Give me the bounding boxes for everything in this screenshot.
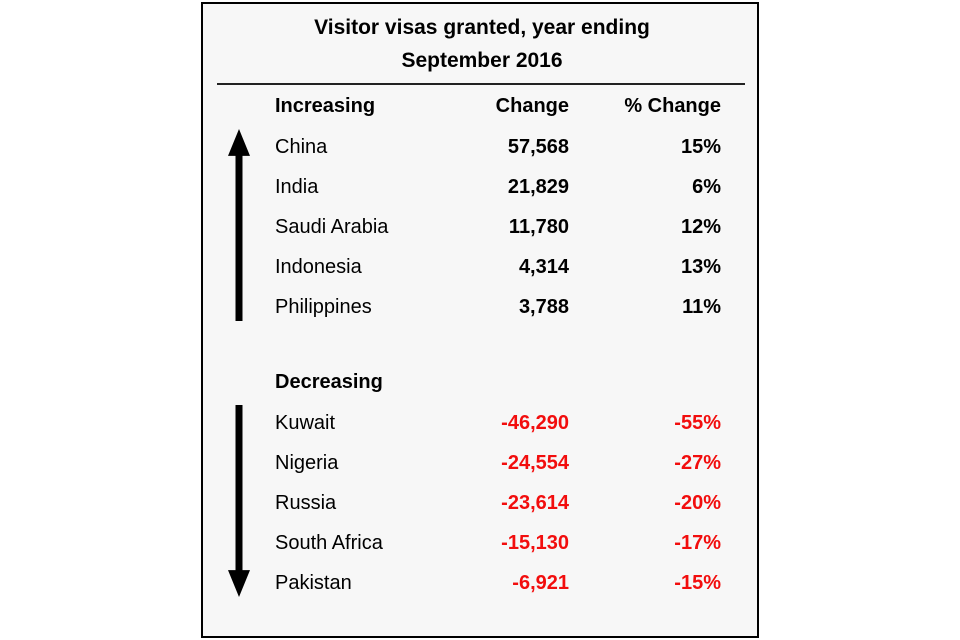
table-row: Nigeria -24,554 -27%	[275, 443, 721, 483]
country-label: Russia	[275, 491, 337, 514]
table-row: South Africa -15,130 -17%	[275, 523, 721, 563]
panel-title-line-1: Visitor visas granted, year ending	[314, 16, 650, 39]
title-divider	[217, 83, 745, 86]
increasing-arrow-column	[213, 127, 275, 327]
country-label: South Africa	[275, 531, 383, 554]
pct-change-value: 15%	[680, 135, 721, 158]
panel-title: Visitor visas granted, year ending Septe…	[221, 12, 743, 77]
table-row: Kuwait -46,290 -55%	[275, 403, 721, 443]
change-value: 57,568	[507, 135, 569, 158]
change-value: 11,780	[508, 215, 569, 238]
visa-table-panel: Visitor visas granted, year ending Septe…	[201, 2, 759, 638]
pct-change-value: 13%	[680, 255, 721, 278]
pct-change-value: 11%	[682, 295, 721, 318]
country-label: Philippines	[275, 295, 372, 318]
change-value: 3,788	[518, 295, 569, 318]
pct-change-value: 6%	[692, 175, 721, 198]
country-label: Nigeria	[275, 451, 339, 474]
change-value: 21,829	[507, 175, 569, 198]
change-value: -46,290	[501, 411, 569, 434]
decreasing-section: Decreasing Kuwait -46,290 -55%	[213, 361, 721, 603]
country-label: Indonesia	[275, 255, 362, 278]
decreasing-section-label: Decreasing	[275, 370, 383, 393]
pct-change-value: 12%	[680, 215, 721, 238]
change-value: -15,130	[501, 531, 569, 554]
down-arrow-icon	[228, 405, 250, 598]
change-value: -6,921	[512, 571, 569, 594]
decreasing-header-row: Decreasing	[213, 361, 721, 403]
pct-change-value: -27%	[674, 451, 721, 474]
increasing-rows: China 57,568 15% India 21,829 6% Saudi A…	[275, 127, 721, 327]
change-value: -23,614	[501, 491, 569, 514]
table-row: Indonesia 4,314 13%	[275, 247, 721, 287]
change-value: -24,554	[501, 451, 569, 474]
decreasing-arrow-column	[213, 403, 275, 603]
country-label: China	[275, 135, 328, 158]
panel-title-line-2: September 2016	[401, 48, 563, 72]
pct-change-column-header: % Change	[624, 94, 721, 117]
increasing-section-label: Increasing	[275, 94, 376, 117]
increasing-section: Increasing Change % Change China 57,568 …	[213, 85, 721, 327]
table-row: Philippines 3,788 11%	[275, 287, 721, 327]
pct-change-value: -17%	[674, 531, 721, 554]
country-label: Kuwait	[275, 411, 336, 434]
change-column-header: Change	[495, 94, 569, 117]
up-arrow-icon	[228, 129, 250, 322]
country-label: Saudi Arabia	[275, 215, 389, 238]
table-row: Pakistan -6,921 -15%	[275, 563, 721, 603]
increasing-header-row: Increasing Change % Change	[213, 85, 721, 127]
table-row: China 57,568 15%	[275, 127, 721, 167]
change-value: 4,314	[518, 255, 569, 278]
decreasing-rows: Kuwait -46,290 -55% Nigeria -24,554 -27%…	[275, 403, 721, 603]
table-row: Russia -23,614 -20%	[275, 483, 721, 523]
pct-change-value: -15%	[674, 571, 721, 594]
table-row: Saudi Arabia 11,780 12%	[275, 207, 721, 247]
pct-change-value: -55%	[674, 411, 721, 434]
table-row: India 21,829 6%	[275, 167, 721, 207]
country-label: Pakistan	[275, 571, 352, 594]
country-label: India	[275, 175, 319, 198]
pct-change-value: -20%	[674, 491, 721, 514]
